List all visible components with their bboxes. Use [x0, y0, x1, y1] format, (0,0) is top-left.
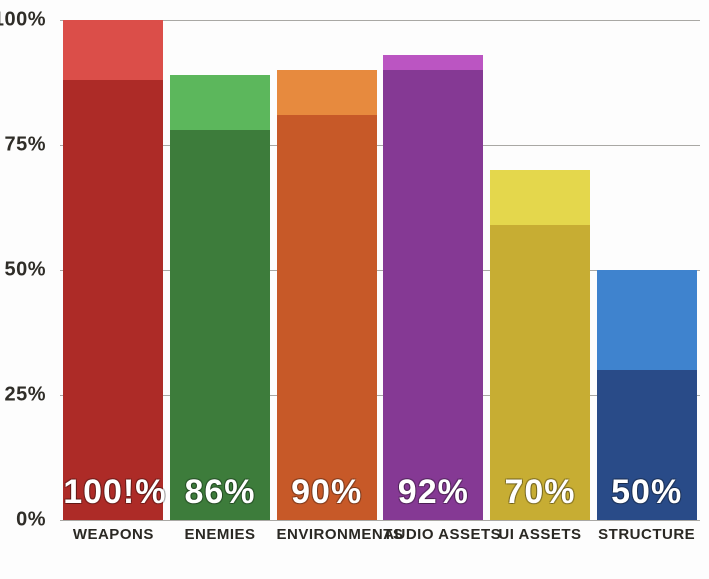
- bar-front: [277, 115, 377, 520]
- y-axis-tick-label: 100%: [0, 9, 46, 32]
- y-axis-tick-label: 50%: [4, 259, 46, 282]
- bar-front: [170, 130, 270, 520]
- gridline: [60, 520, 700, 521]
- bar-slot: 86%ENEMIES: [170, 20, 270, 520]
- y-axis-tick-label: 25%: [4, 384, 46, 407]
- bar-value-label: 92%: [383, 473, 483, 512]
- progress-bar-chart: 0%25%50%75%100%100!%WEAPONS86%ENEMIES90%…: [60, 20, 700, 520]
- bar-slot: 100!%WEAPONS: [63, 20, 163, 520]
- bar-front: [63, 80, 163, 520]
- bar-category-label: UI ASSETS: [490, 526, 590, 543]
- bar-slot: 90%ENVIRONMENTS: [277, 20, 377, 520]
- bar-value-label: 70%: [490, 473, 590, 512]
- bar-category-label: WEAPONS: [63, 526, 163, 543]
- bar-slot: 92%AUDIO ASSETS: [383, 20, 483, 520]
- bar-slot: 50%STRUCTURE: [597, 20, 697, 520]
- bar-category-label: ENEMIES: [170, 526, 270, 543]
- bar-value-label: 50%: [597, 473, 697, 512]
- bar-category-label: AUDIO ASSETS: [383, 526, 483, 543]
- bar-front: [383, 70, 483, 520]
- plot-area: 0%25%50%75%100%100!%WEAPONS86%ENEMIES90%…: [60, 20, 700, 520]
- bar-category-label: ENVIRONMENTS: [277, 526, 377, 543]
- y-axis-tick-label: 0%: [16, 509, 46, 532]
- bar-category-label: STRUCTURE: [597, 526, 697, 543]
- bar-value-label: 100!%: [63, 473, 163, 512]
- bar-value-label: 90%: [277, 473, 377, 512]
- bar-slot: 70%UI ASSETS: [490, 20, 590, 520]
- y-axis-tick-label: 75%: [4, 134, 46, 157]
- bar-value-label: 86%: [170, 473, 270, 512]
